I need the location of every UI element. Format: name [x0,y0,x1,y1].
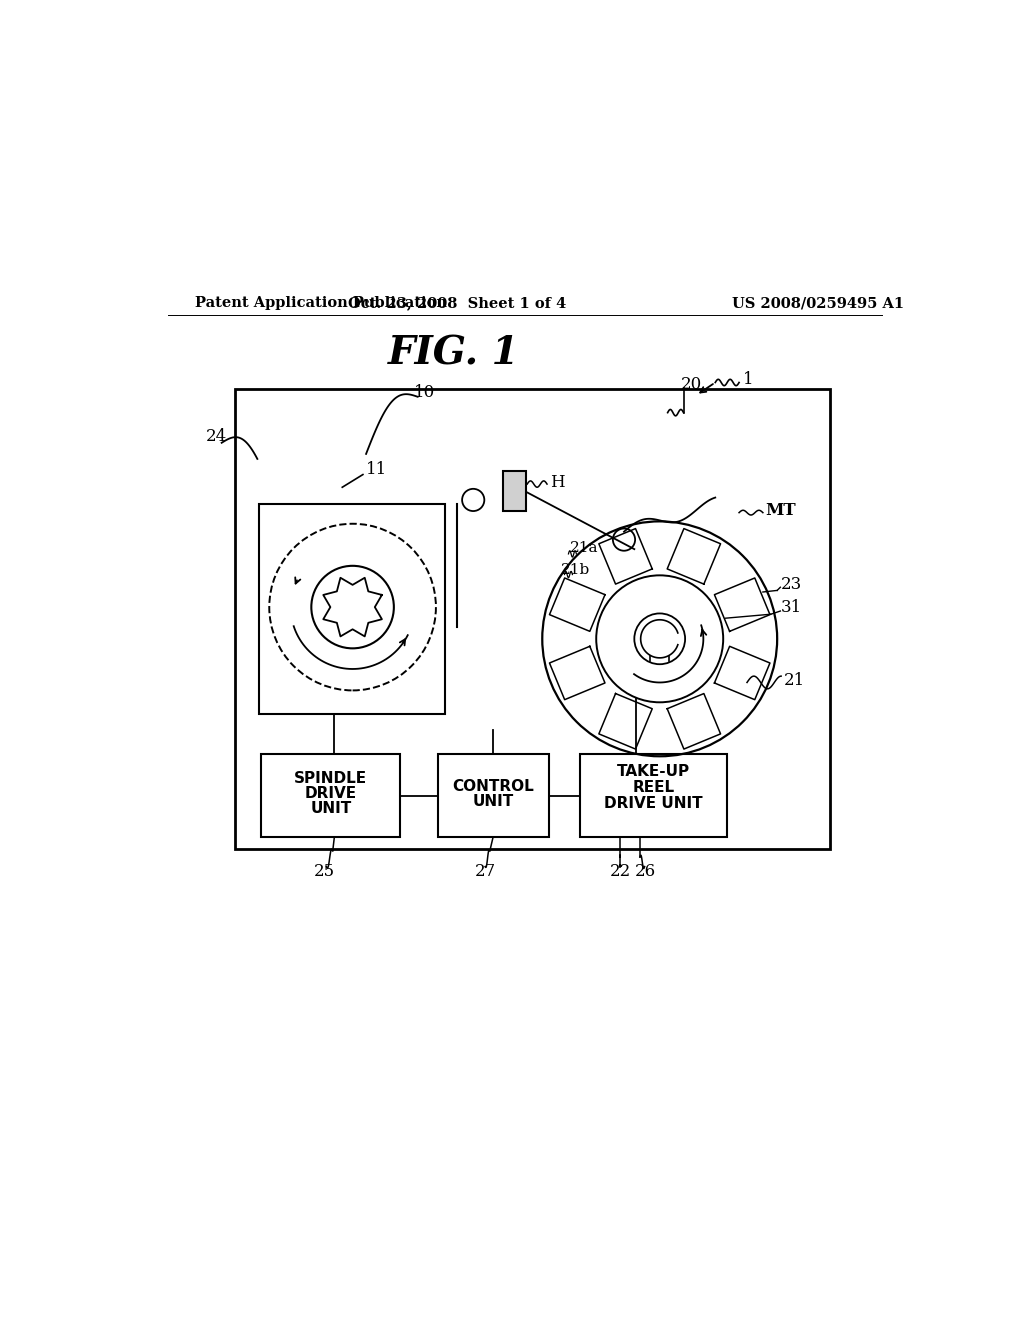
Bar [259,504,445,714]
Text: H: H [550,474,565,491]
Text: REEL: REEL [633,780,675,795]
Text: DRIVE: DRIVE [305,785,356,801]
Text: FIG. 1: FIG. 1 [387,334,519,372]
Bar [581,754,727,837]
Text: 1: 1 [743,371,754,388]
Text: 11: 11 [367,461,387,478]
Text: 22: 22 [609,863,631,880]
Text: 31: 31 [781,599,803,616]
Text: TAKE-UP: TAKE-UP [617,764,690,779]
Text: Oct. 23, 2008  Sheet 1 of 4: Oct. 23, 2008 Sheet 1 of 4 [348,296,566,310]
Bar [261,754,400,837]
Text: 20: 20 [681,376,702,392]
Text: 24: 24 [206,428,227,445]
Text: DRIVE UNIT: DRIVE UNIT [604,796,703,810]
Text: 21b: 21b [560,562,590,577]
Text: 23: 23 [781,576,803,593]
Text: 26: 26 [635,863,656,880]
Text: 27: 27 [474,863,496,880]
Bar [236,389,830,849]
Text: 21a: 21a [570,541,599,554]
Text: CONTROL: CONTROL [453,779,534,793]
Text: UNIT: UNIT [472,795,514,809]
Text: MT: MT [765,502,796,519]
Text: 10: 10 [414,384,435,401]
Text: 25: 25 [314,863,336,880]
Text: US 2008/0259495 A1: US 2008/0259495 A1 [732,296,904,310]
Text: Patent Application Publication: Patent Application Publication [196,296,447,310]
Text: UNIT: UNIT [310,801,351,816]
Bar [503,471,526,511]
Text: 21: 21 [783,672,805,689]
Bar [437,754,549,837]
Text: SPINDLE: SPINDLE [294,771,368,785]
